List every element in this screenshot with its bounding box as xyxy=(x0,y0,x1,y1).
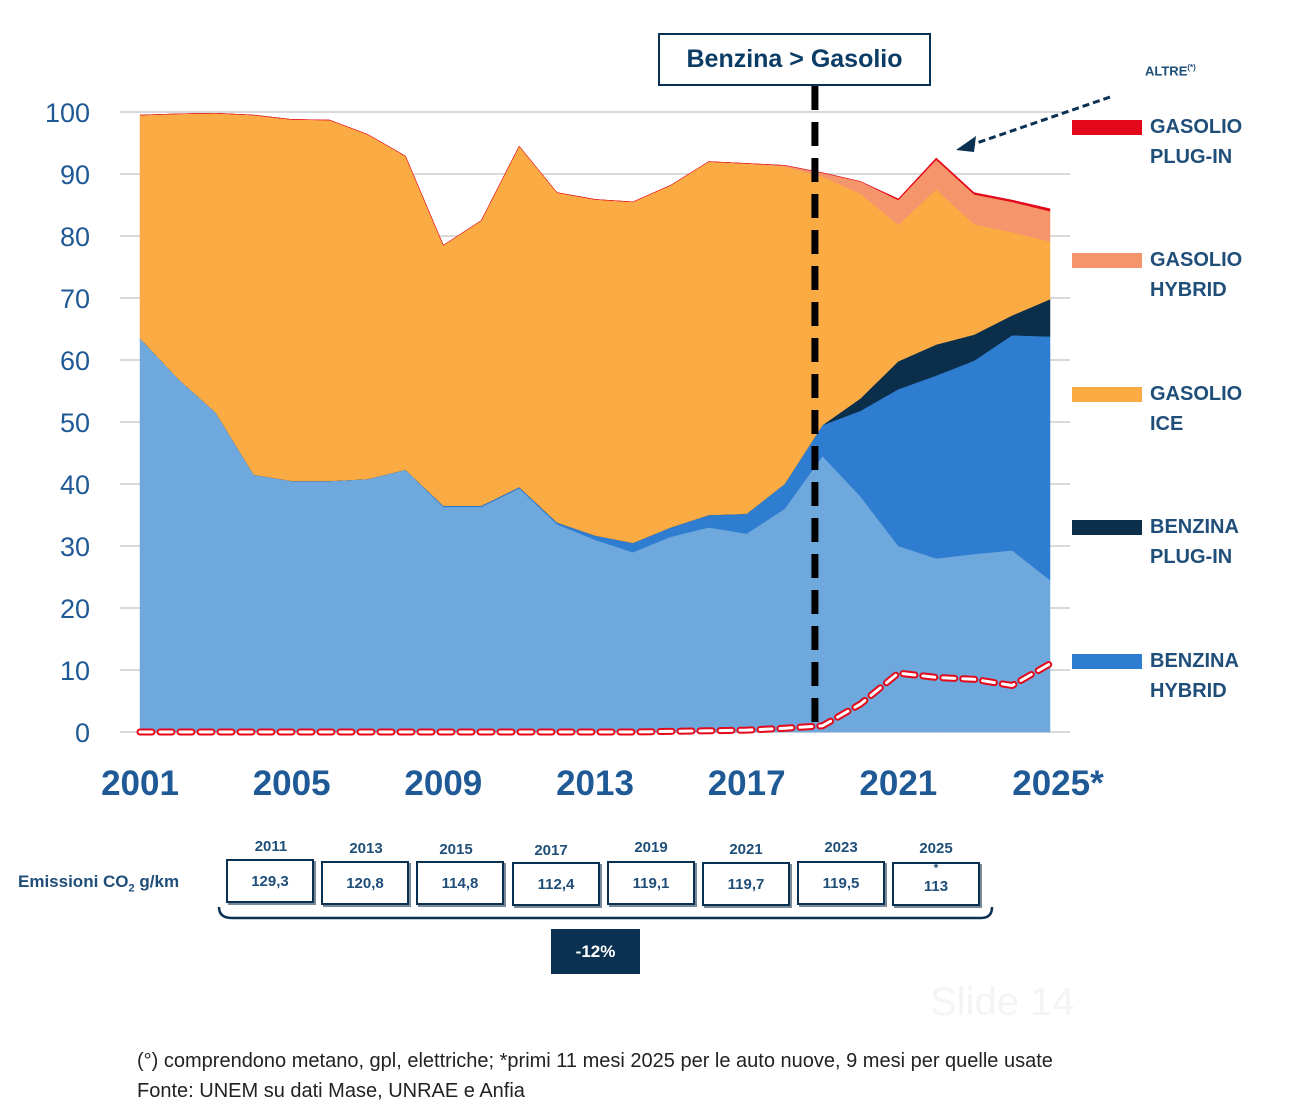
y-tick-label: 70 xyxy=(60,284,90,314)
emissions-year: 2015 xyxy=(439,841,473,858)
legend-swatch xyxy=(1072,387,1142,402)
emissions-value-box: 112,4 xyxy=(512,862,600,906)
y-tick-label: 30 xyxy=(60,532,90,562)
area-series-gasolio-plug-in xyxy=(139,112,1051,246)
emissions-value-box: 129,3 xyxy=(226,859,314,903)
emissions-year: 2021 xyxy=(729,841,763,858)
y-tick-label: 80 xyxy=(60,222,90,252)
y-tick-label: 60 xyxy=(60,346,90,376)
watermark: Slide 14 xyxy=(930,980,1075,1024)
emissions-year: 2011 xyxy=(254,838,288,855)
emissions-value-box: 120,8 xyxy=(321,861,409,905)
altre-label: ALTRE(*) xyxy=(1145,63,1196,79)
x-tick-label: 2025* xyxy=(1012,764,1104,803)
y-tick-label: 20 xyxy=(60,594,90,624)
emissions-year: 2017 xyxy=(534,842,568,859)
stacked-area-chart: 0 10 20 30 40 50 60 70 80 90 100 2001 2005 2009 2013 20… xyxy=(45,86,1111,803)
x-tick-label: 2017 xyxy=(708,764,786,803)
emissions-brace xyxy=(217,906,994,920)
legend-swatch xyxy=(1072,253,1142,268)
emissions-value-box: 119,1 xyxy=(607,861,695,905)
legend-swatch xyxy=(1072,120,1142,135)
y-tick-label: 40 xyxy=(60,470,90,500)
legend-label: GASOLIO PLUG-IN xyxy=(1150,116,1243,168)
y-tick-label: 0 xyxy=(75,718,90,748)
x-tick-label: 2005 xyxy=(253,764,331,803)
y-tick-label: 50 xyxy=(60,408,90,438)
legend-label: GASOLIO ICE xyxy=(1150,383,1243,435)
altre-arrow-line xyxy=(967,95,1111,148)
emissions-value-box: 114,8 xyxy=(416,861,504,905)
altre-arrow-head xyxy=(956,136,976,152)
legend-label: BENZINA PLUG-IN xyxy=(1150,516,1239,568)
emissions-year: 2019 xyxy=(634,839,668,856)
legend-swatch xyxy=(1072,520,1142,535)
callout-text: Benzina > Gasolio xyxy=(686,45,903,73)
x-tick-label: 2021 xyxy=(859,764,937,803)
emissions-value-box: 119,7 xyxy=(702,862,790,906)
x-tick-label: 2009 xyxy=(404,764,482,803)
legend-label: BENZINA HYBRID xyxy=(1150,650,1239,702)
emissions-label: Emissioni CO2 g/km xyxy=(18,872,180,895)
x-tick-label: 2001 xyxy=(101,764,179,803)
footnote-line-1: (°) comprendono metano, gpl, elettriche;… xyxy=(137,1050,1053,1072)
emissions-change-badge: -12% xyxy=(551,929,640,974)
emissions-year: 2025 xyxy=(919,840,953,857)
emissions-year: 2013 xyxy=(349,840,383,857)
line-series-altre-inner xyxy=(138,662,1052,734)
legend-label: GASOLIO HYBRID xyxy=(1150,249,1243,301)
y-tick-label: 100 xyxy=(45,98,90,128)
y-tick-label: 10 xyxy=(60,656,90,686)
y-tick-label: 90 xyxy=(60,160,90,190)
emissions-year: 2023 xyxy=(824,839,858,856)
emissions-value-box: 119,5 xyxy=(797,861,885,905)
benzina-gasolio-callout: Benzina > Gasolio xyxy=(658,33,931,86)
emissions-value-box: * 113 xyxy=(892,861,980,906)
footnote-line-2: Fonte: UNEM su dati Mase, UNRAE e Anfia xyxy=(137,1080,525,1102)
legend-swatch xyxy=(1072,654,1142,669)
footnote: (°) comprendono metano, gpl, elettriche;… xyxy=(137,1046,1053,1106)
x-tick-label: 2013 xyxy=(556,764,634,803)
